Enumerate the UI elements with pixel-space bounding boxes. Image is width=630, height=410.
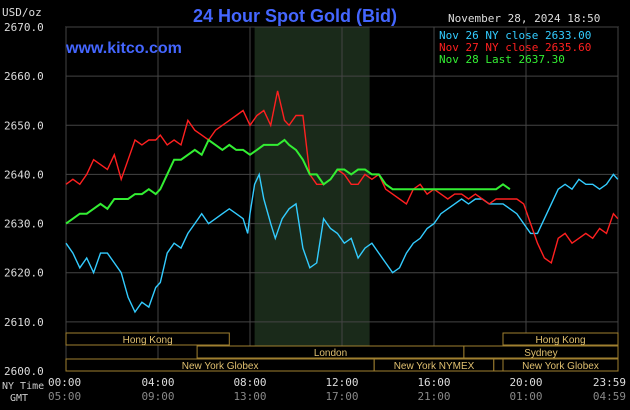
series-line — [65, 172, 619, 314]
ny-session-highlight — [254, 27, 370, 371]
legend-item-nov28: Nov 28 Last 2637.30 — [439, 53, 565, 66]
x-tick-label-ny: 16:00 — [417, 376, 450, 389]
grid-lines — [65, 26, 619, 372]
y-tick-label: 2670.0 — [4, 21, 44, 34]
session-label: London — [314, 348, 347, 359]
session-bar — [502, 332, 619, 346]
y-tick-label: 2660.0 — [4, 70, 44, 83]
y-tick-label: 2610.0 — [4, 316, 44, 329]
legend: Nov 26 NY close 2633.00 Nov 27 NY close … — [439, 29, 591, 66]
y-tick-label: 2600.0 — [4, 365, 44, 378]
x-tick-label-gmt: 17:00 — [325, 390, 358, 403]
session-bar — [502, 358, 619, 372]
x-tick-label-gmt: 05:00 — [48, 390, 81, 403]
session-label: Hong Kong — [123, 335, 173, 346]
x-tick-label-gmt: 09:00 — [141, 390, 174, 403]
x-tick-label-ny: 08:00 — [233, 376, 266, 389]
y-axis-ticks: 2670.0 2660.0 2650.0 2640.0 2630.0 2620.0 2610… — [4, 21, 44, 378]
series-line — [65, 138, 511, 225]
x-tick-label-gmt: 01:00 — [509, 390, 542, 403]
session-bar — [463, 345, 619, 359]
x-tick-label-ny: 20:00 — [509, 376, 542, 389]
x-tick-label-gmt: 21:00 — [417, 390, 450, 403]
session-label: New York Globex — [522, 361, 599, 372]
series-line — [65, 90, 619, 265]
y-tick-label: 2640.0 — [4, 168, 44, 181]
x-tick-label-ny: 23:59 — [593, 376, 626, 389]
y-tick-label: 2620.0 — [4, 267, 44, 280]
x-tick-label-ny: 04:00 — [141, 376, 174, 389]
y-tick-label: 2650.0 — [4, 119, 44, 132]
session-bars: Hong Kong Hong Kong London Sydney New York G… — [65, 332, 619, 372]
legend-item-nov26: Nov 26 NY close 2633.00 — [439, 29, 591, 42]
legend-item-nov27: Nov 27 NY close 2635.60 — [439, 41, 591, 54]
price-series — [65, 90, 619, 314]
gmt-label: GMT — [10, 393, 28, 404]
x-tick-label-gmt: 04:59 — [593, 390, 626, 403]
y-tick-label: 2630.0 — [4, 218, 44, 231]
session-label: New York NYMEX — [394, 361, 475, 372]
session-bar — [65, 332, 230, 346]
session-label: New York Globex — [182, 361, 259, 372]
session-label: Sydney — [524, 348, 557, 359]
x-tick-label-gmt: 13:00 — [233, 390, 266, 403]
brand-watermark: www.kitco.com — [65, 40, 182, 57]
timestamp: November 28, 2024 18:50 — [448, 12, 600, 25]
y-axis-unit: USD/oz — [2, 6, 42, 19]
ny-time-label: NY Time — [2, 381, 44, 392]
x-tick-label-ny: 12:00 — [325, 376, 358, 389]
session-label: Hong Kong — [535, 335, 585, 346]
x-tick-label-ny: 00:00 — [48, 376, 81, 389]
chart-title: 24 Hour Spot Gold (Bid) — [193, 6, 397, 26]
